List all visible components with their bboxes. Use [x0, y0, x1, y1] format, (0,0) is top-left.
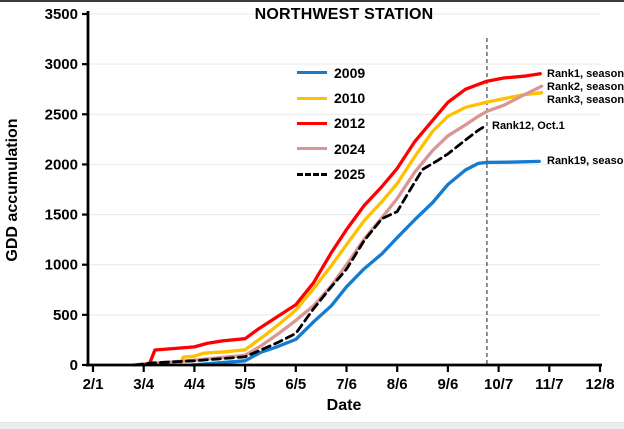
x-tick-label: 12/8: [585, 376, 614, 393]
legend-row-2010: 2010: [297, 85, 365, 110]
legend-row-2025: 2025: [297, 162, 365, 187]
annotation-rank2: Rank2, season: [547, 80, 624, 93]
legend-swatch-2010: [297, 96, 327, 100]
y-tick-label: 500: [53, 307, 78, 324]
legend-label-2024: 2024: [334, 140, 366, 157]
chart-title: NORTHWEST STATION: [254, 6, 434, 23]
annotation-rank19: Rank19, season: [547, 154, 624, 167]
annotation-rank3: Rank3, season: [547, 93, 624, 106]
y-tick-label: 3500: [45, 6, 78, 23]
legend-row-2009: 2009: [297, 60, 365, 85]
x-tick-label: 9/6: [437, 376, 458, 393]
y-axis-title-text: GDD accumulation: [4, 118, 21, 262]
y-tick-label: 1500: [45, 207, 78, 224]
legend-label-2009: 2009: [334, 64, 366, 81]
x-tick-label: 6/5: [285, 376, 306, 393]
legend-swatch-2024: [297, 147, 327, 151]
legend-swatch-2009: [297, 71, 327, 75]
x-tick-label: 8/6: [387, 376, 408, 393]
x-tick-label: 2/1: [83, 376, 104, 393]
x-tick-label: 5/5: [235, 376, 256, 393]
y-tick-label: 1000: [45, 257, 78, 274]
x-tick-label: 11/7: [535, 376, 563, 393]
legend-swatch-2012: [297, 121, 327, 125]
x-tick-label: 4/4: [184, 376, 206, 393]
series-line-2009: [190, 159, 541, 367]
x-tick-label: 10/7: [484, 376, 513, 393]
chart-legend: 2009 2010 2012 2024 2025: [297, 60, 365, 187]
annotation-rank12: Rank12, Oct.1: [492, 119, 565, 132]
y-tick-label: 0: [70, 357, 78, 374]
y-tick-label: 3000: [45, 56, 78, 73]
x-tick-label: 3/4: [133, 376, 155, 393]
annotation-rank1: Rank1, season: [547, 67, 624, 80]
legend-label-2010: 2010: [334, 90, 366, 107]
x-tick-label: 7/6: [336, 376, 357, 393]
legend-row-2024: 2024: [297, 136, 365, 161]
legend-swatch-2025: [297, 172, 327, 176]
legend-row-2012: 2012: [297, 111, 365, 136]
y-tick-label: 2000: [45, 156, 78, 173]
series-line-2012: [142, 72, 542, 367]
x-axis-title: Date: [326, 397, 362, 414]
legend-label-2012: 2012: [334, 115, 366, 132]
y-tick-label: 2500: [45, 106, 78, 123]
window-top-border: [0, 0, 624, 2]
window-bottom-strip: [0, 422, 624, 429]
series-line-2010: [178, 91, 544, 367]
series-line-2025: [133, 123, 489, 367]
legend-label-2025: 2025: [334, 166, 366, 183]
